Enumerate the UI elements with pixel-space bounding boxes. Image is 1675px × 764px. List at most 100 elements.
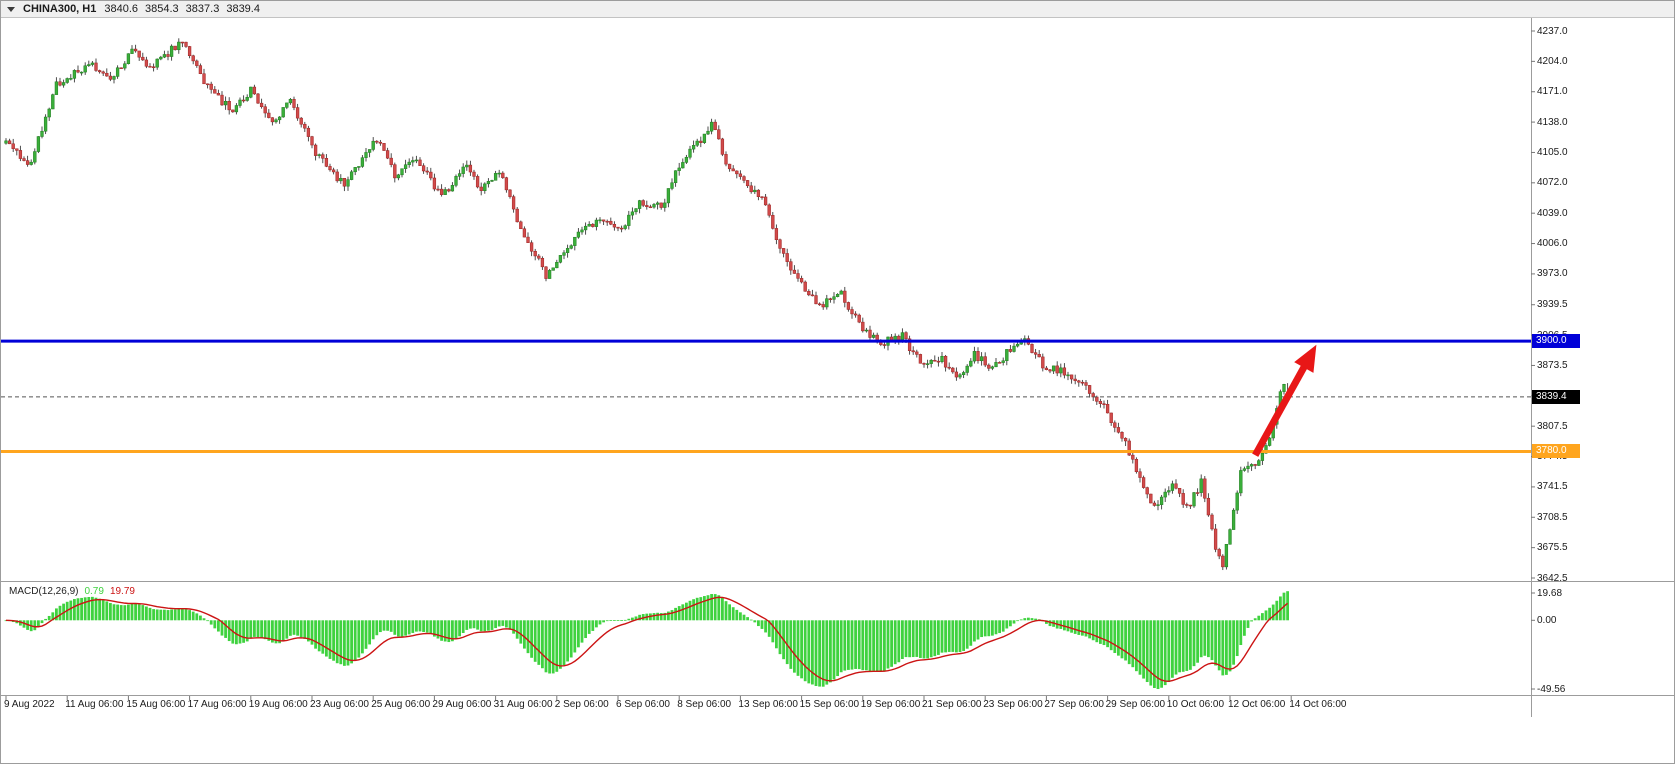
macd-bar [699, 597, 703, 621]
trend-arrow-head[interactable] [1294, 344, 1317, 373]
candle-body [526, 236, 530, 243]
time-tick-label: 19 Sep 06:00 [860, 699, 921, 710]
macd-bar [1135, 620, 1138, 672]
macd-bar [361, 620, 364, 654]
candle-body [281, 107, 285, 118]
macd-bar [1019, 619, 1023, 621]
macd-bar [1246, 620, 1250, 628]
time-tick-label: 6 Sep 06:00 [616, 699, 670, 710]
candle-body [580, 229, 584, 233]
candle-body [1015, 343, 1020, 347]
macd-bar [364, 620, 368, 649]
macd-bar [328, 620, 332, 659]
macd-bar [533, 620, 537, 662]
macd-bar [393, 620, 397, 635]
price-axis[interactable]: 4237.0 4204.0 4171.0 4138.0 4105.0 4072.0 4039… [1531, 1, 1674, 763]
time-axis[interactable]: 9 Aug 2022 11 Aug 06:00 15 Aug 06:00 17 Aug… [1, 696, 1531, 714]
candle-body [1249, 464, 1254, 467]
candle-body [619, 227, 624, 230]
candle-body [342, 178, 347, 187]
candle-body [483, 183, 487, 191]
macd-bar [631, 617, 634, 621]
candle-body [724, 154, 728, 165]
macd-bar [836, 620, 839, 677]
macd-bar [73, 599, 76, 621]
macd-bar [170, 609, 173, 621]
macd-bar [1023, 618, 1027, 621]
candle-body [457, 173, 462, 177]
macd-bar [742, 614, 746, 621]
macd-bar [1167, 620, 1171, 683]
candle-body [717, 129, 721, 140]
candle-body [990, 366, 995, 369]
time-tick-label: 29 Aug 06:00 [432, 699, 492, 710]
macd-bar [991, 620, 994, 636]
candle-body [846, 302, 851, 310]
macd-main-value: 0.79 [84, 586, 104, 597]
macd-bar [602, 620, 605, 623]
candle-body [1080, 381, 1085, 384]
candle-body [864, 329, 869, 332]
candle-body [389, 157, 393, 165]
macd-bar [371, 620, 375, 640]
symbol-dropdown-icon[interactable] [7, 6, 15, 12]
candle-body [1231, 509, 1236, 530]
candle-body [58, 81, 62, 86]
candle-body [148, 66, 152, 68]
price-tick-label: 3642.5 [1537, 572, 1568, 584]
candle-body [695, 140, 699, 146]
candle-body [821, 304, 825, 308]
macd-bar [37, 620, 40, 627]
candle-body [1127, 440, 1131, 456]
macd-bar [1102, 620, 1106, 646]
macd-bar [710, 594, 713, 621]
candle-body [839, 290, 843, 295]
candle-body [1203, 478, 1207, 499]
macd-bar [397, 620, 400, 637]
macd-bar [994, 620, 998, 635]
candle-body [173, 45, 177, 51]
macd-bar [883, 620, 886, 671]
candle-body [450, 185, 455, 192]
candle-body [1224, 544, 1229, 568]
macd-bar [663, 612, 667, 621]
candle-body [76, 70, 80, 73]
candle-body [317, 154, 321, 156]
candle-body [310, 136, 314, 146]
price-tick-label: 4171.0 [1537, 86, 1568, 98]
macd-bar [1163, 620, 1167, 686]
time-tick-label: 13 Sep 06:00 [738, 699, 798, 710]
candle-body [771, 215, 775, 229]
macd-bar [1099, 620, 1102, 644]
price-tick-label: 4039.0 [1537, 207, 1568, 219]
candle-body [313, 144, 318, 156]
macd-bar [937, 620, 940, 655]
macd-bar [843, 620, 847, 671]
candle-body [501, 172, 505, 178]
candle-body [411, 160, 415, 163]
macd-bar [1045, 620, 1048, 624]
macd-bar [562, 620, 566, 666]
candle-body [817, 303, 822, 306]
macd-bar [1181, 620, 1185, 672]
macd-bar [1225, 620, 1228, 675]
candle-body [497, 172, 501, 175]
candle-body [256, 93, 260, 104]
macd-bar [911, 620, 915, 658]
macd-bar [551, 620, 555, 674]
macd-bar [926, 620, 929, 659]
macd-bar [483, 620, 487, 632]
candle-body [439, 188, 444, 195]
macd-bar [577, 620, 580, 648]
candle-body [1098, 401, 1103, 404]
trend-arrow-shaft[interactable] [1252, 362, 1309, 457]
candle-body [673, 170, 678, 184]
macd-bar [530, 620, 533, 658]
macd-bar [33, 620, 37, 631]
macd-bar [832, 620, 836, 680]
candle-body [54, 81, 59, 95]
macd-bar [771, 620, 775, 643]
candle-body [490, 180, 494, 182]
macd-bar [1095, 620, 1099, 643]
